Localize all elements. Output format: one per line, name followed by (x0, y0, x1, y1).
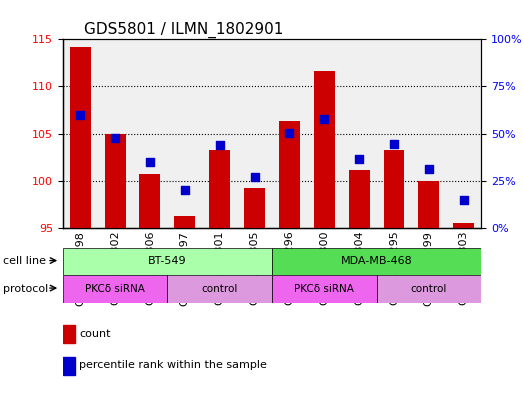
Point (390, 141, 398, 147)
Bar (383, 150, 404, 228)
Point (180, 187, 189, 193)
FancyBboxPatch shape (63, 248, 272, 275)
FancyBboxPatch shape (272, 275, 377, 303)
Point (425, 166, 433, 173)
Point (111, 135, 119, 141)
Point (355, 156, 363, 162)
Bar (63, 325, 75, 343)
Text: PKCδ siRNA: PKCδ siRNA (294, 284, 354, 294)
Text: BT-549: BT-549 (148, 256, 187, 266)
Text: MDA-MB-468: MDA-MB-468 (340, 256, 413, 266)
FancyBboxPatch shape (167, 275, 272, 303)
FancyBboxPatch shape (272, 248, 481, 275)
Text: protocol: protocol (3, 284, 48, 294)
Bar (453, 223, 474, 228)
Text: PKCδ siRNA: PKCδ siRNA (85, 284, 145, 294)
Bar (63, 357, 75, 375)
Bar (105, 134, 126, 228)
Point (251, 174, 259, 180)
Bar (349, 171, 370, 228)
Point (320, 116, 328, 123)
Text: control: control (201, 284, 238, 294)
Bar (174, 216, 195, 228)
Point (285, 130, 293, 136)
Point (76, 112, 84, 118)
Text: GDS5801 / ILMN_1802901: GDS5801 / ILMN_1802901 (84, 22, 283, 38)
Text: percentile rank within the sample: percentile rank within the sample (79, 360, 267, 370)
Text: count: count (79, 329, 111, 339)
Text: cell line: cell line (3, 256, 46, 266)
FancyBboxPatch shape (63, 275, 167, 303)
Point (460, 196, 468, 203)
Bar (209, 150, 230, 228)
Bar (418, 181, 439, 228)
Bar (279, 121, 300, 228)
FancyBboxPatch shape (377, 275, 481, 303)
Text: control: control (411, 284, 447, 294)
Bar (70, 47, 90, 228)
Point (146, 159, 154, 165)
Bar (244, 188, 265, 228)
Bar (140, 174, 161, 228)
Point (215, 142, 224, 148)
Bar (314, 72, 335, 228)
